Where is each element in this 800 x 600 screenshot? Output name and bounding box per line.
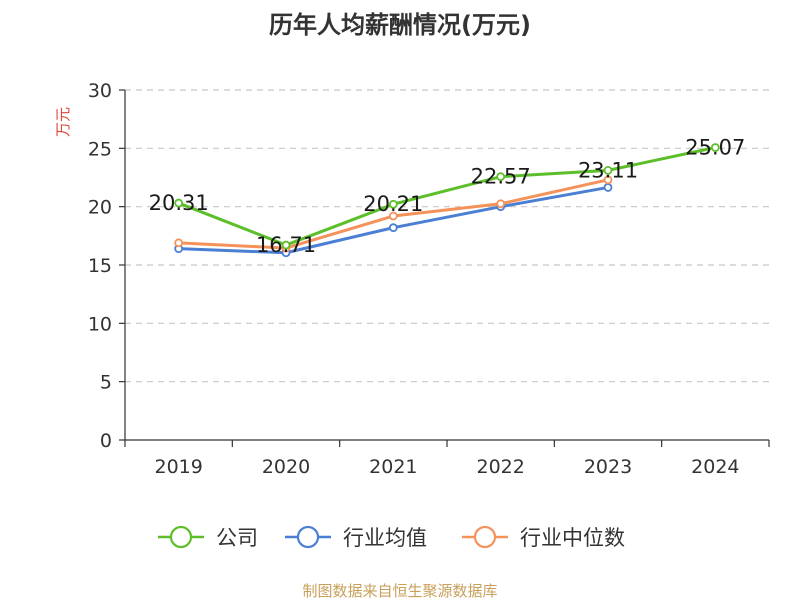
legend[interactable]: 公司 行业均值 行业中位数 [158,525,625,550]
y-tick-label: 10 [88,313,112,335]
data-labels: 20.31 16.71 20.21 22.57 23.11 25.07 [149,136,746,258]
legend-marker [296,525,320,549]
legend-marker [169,525,193,549]
data-point[interactable] [603,175,613,185]
y-tick-label: 15 [88,255,112,277]
data-label: 25.07 [685,136,745,160]
series-lines [174,143,720,258]
x-tick-label: 2020 [262,456,310,478]
data-point[interactable] [174,198,184,208]
data-point[interactable] [603,183,613,192]
source-note: 制图数据来自恒生聚源数据库 [302,582,497,600]
data-point[interactable] [388,199,398,209]
y-axis-label: 万元 [54,107,72,137]
x-tick-label: 2023 [584,456,632,478]
data-point[interactable] [281,240,291,250]
x-tick-label: 2022 [476,456,524,478]
x-tick-label: 2019 [154,456,202,478]
data-point[interactable] [496,199,506,209]
data-point[interactable] [603,165,613,175]
axes: 0 5 10 15 20 25 30 2019 2020 2021 2022 2023 2024 [88,80,770,478]
y-tick-label: 25 [88,138,112,160]
data-point[interactable] [388,211,398,221]
data-label: 16.71 [256,233,316,257]
grid [125,89,769,383]
y-tick-label: 0 [100,430,112,452]
legend-item-1[interactable]: 行业均值 [285,525,427,550]
y-tick-label: 5 [100,372,112,394]
data-point[interactable] [174,238,184,248]
y-tick-label: 30 [88,80,112,102]
data-point[interactable] [388,223,398,233]
series-line-0 [178,146,716,247]
data-point[interactable] [496,172,506,182]
chart-title: 历年人均薪酬情况(万元) [269,11,531,39]
legend-label: 行业中位数 [520,526,625,550]
legend-label: 行业均值 [343,526,427,550]
legend-label: 公司 [216,526,258,550]
y-tick-label: 20 [88,197,112,219]
x-tick-label: 2021 [369,456,417,478]
legend-item-0[interactable]: 公司 [158,525,258,550]
data-label: 20.31 [149,191,209,215]
data-point[interactable] [710,143,720,152]
data-label: 20.21 [363,192,423,216]
x-tick-label: 2024 [691,456,739,478]
legend-item-2[interactable]: 行业中位数 [462,525,625,550]
data-label: 23.11 [578,158,638,182]
legend-marker [473,525,497,549]
data-label: 22.57 [471,165,531,189]
